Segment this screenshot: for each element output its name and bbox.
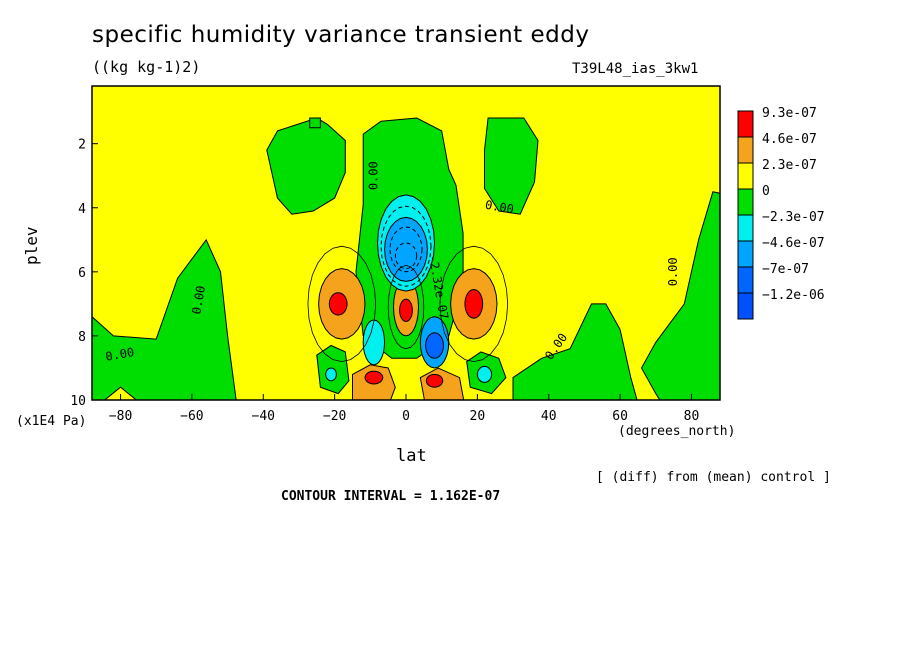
x-tick-label: −20 [323,409,346,424]
green-region-far-right [640,191,720,400]
x-tick-label: 40 [541,409,557,424]
x-tick-label: −60 [180,409,203,424]
x-tick-label: 60 [612,409,628,424]
contour-interval: CONTOUR INTERVAL = 1.162E-07 [281,489,501,504]
cyan-region-sh-mid [362,319,386,366]
x-axis: −80 −60 −40 −20 0 20 40 60 80 [109,394,699,424]
chart-title: specific humidity variance transient edd… [92,22,590,48]
y-axis: 2 4 6 8 10 [70,138,98,409]
x-tick-label: −40 [252,409,275,424]
y-axis-label: plev [22,226,41,265]
legend-label: 4.6e-07 [762,132,817,147]
green-small-blob-upper [309,117,321,129]
diff-note: [ (diff) from (mean) control ] [596,470,831,485]
contour-label: 0.00 [104,345,135,364]
deep-blue-core-nh-mid [425,332,445,359]
y-tick-label: 2 [78,138,86,153]
plot-area [92,86,720,400]
legend-label: 2.3e-07 [762,158,817,173]
contour-ring-2 [387,264,425,350]
contour-label: 0.00 [366,161,380,190]
green-region-nh-upper [266,117,346,215]
legend-label: 0 [762,184,770,199]
legend-swatch [737,266,754,294]
red-core-eq [399,298,413,323]
red-core-nh-low [425,373,444,388]
legend-swatch [737,110,754,138]
x-tick-label: −80 [109,409,132,424]
x-tick-label: 0 [402,409,410,424]
contour-label: 0.00 [666,257,680,286]
legend-swatch [737,292,754,320]
legend-swatch [737,188,754,216]
contour-label: 0.00 [189,285,208,316]
legend-swatch [737,136,754,164]
green-region-nh-right [512,303,638,400]
y-tick-label: 4 [78,202,86,217]
cyan-region-nh-low [476,365,493,383]
x-tick-label: 80 [684,409,700,424]
x-axis-units: (degrees_north) [618,424,736,439]
contour-label: 0.00 [484,198,515,217]
contour-ring-0 [307,245,377,363]
legend-swatch [737,162,754,190]
chart-units: ((kg kg-1)2) [92,58,201,76]
y-axis-units: (x1E4 Pa) [16,414,87,429]
dashed-contour-2 [394,242,418,270]
green-region-nh-upper-right [484,117,539,215]
red-core-sh [328,292,348,316]
y-tick-label: 6 [78,266,86,281]
dashed-contour-0 [380,205,432,287]
run-label: T39L48_ias_3kw1 [572,61,699,77]
y-tick-label: 8 [78,330,86,345]
contour-lines [307,205,509,363]
x-axis-label: lat [396,446,427,466]
y-tick-label: 10 [70,394,86,409]
legend-swatch [737,240,754,268]
color-legend: 9.3e-07 4.6e-07 2.3e-07 0 −2.3e-07 −4.6e-07 −7… [737,106,825,320]
green-region-sh-left [92,238,237,400]
cyan-region-sh-low [325,367,337,382]
legend-label: −2.3e-07 [762,210,825,225]
x-tick-label: 20 [470,409,486,424]
dashed-contour-1 [389,226,423,273]
red-core-sh-low [364,370,384,385]
legend-label: −7e-07 [762,262,809,277]
contour-ring-1 [439,245,509,363]
legend-swatch [737,214,754,242]
legend-label: −1.2e-06 [762,288,825,303]
legend-label: −4.6e-07 [762,236,825,251]
legend-label: 9.3e-07 [762,106,817,121]
red-core-nh [464,288,484,319]
